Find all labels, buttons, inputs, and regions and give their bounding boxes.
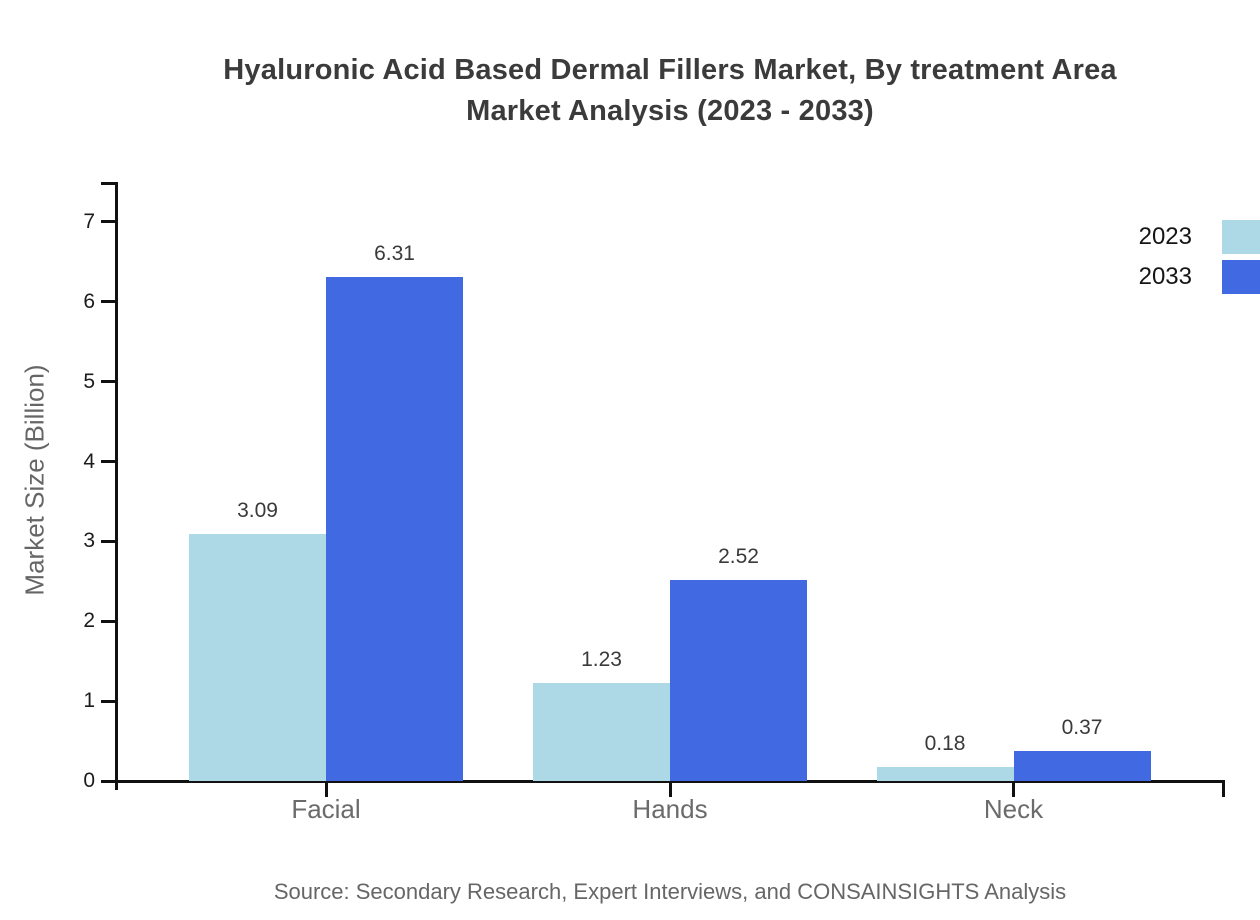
y-tick-mark <box>101 619 115 623</box>
y-tick-mark <box>101 380 115 384</box>
x-category-label: Facial <box>291 794 361 824</box>
y-tick-label: 1 <box>83 689 95 713</box>
legend-item-2033: 2033 <box>1139 260 1260 294</box>
legend-swatch-2033 <box>1222 260 1260 294</box>
y-tick-label: 0 <box>83 769 95 792</box>
legend-label-2023: 2023 <box>1138 223 1192 250</box>
y-tick-label: 3 <box>83 529 95 553</box>
legend-item-2023: 2023 <box>1139 220 1260 254</box>
bar-2033-neck <box>1013 751 1151 781</box>
x-category-label: Hands <box>632 794 708 824</box>
bar-value-label: 2.52 <box>718 544 759 568</box>
bar-value-label: 0.37 <box>1061 716 1103 740</box>
chart-title-line-2: Market Analysis (2023 - 2033) <box>466 95 874 127</box>
y-tick-mark <box>101 460 115 464</box>
chart-title: Hyaluronic Acid Based Dermal Fillers Mar… <box>80 50 1260 132</box>
y-tick-mark <box>101 220 115 224</box>
y-tick-mark <box>101 779 115 783</box>
y-tick-label: 4 <box>83 449 95 473</box>
x-tick-mark <box>668 782 672 797</box>
x-category-label: Neck <box>983 794 1044 824</box>
bar-value-label: 6.31 <box>374 242 415 266</box>
bar-2033-facial <box>326 277 463 781</box>
y-axis-spine <box>115 182 118 790</box>
bar-value-label: 3.09 <box>237 499 278 523</box>
bar-value-label: 0.18 <box>924 731 966 755</box>
y-tick-mark <box>101 539 115 543</box>
legend-label-2033: 2033 <box>1138 263 1192 290</box>
y-axis-label: Market Size (Billion) <box>19 364 50 596</box>
x-axis-spine <box>118 779 1225 783</box>
bar-2023-neck <box>876 766 1014 781</box>
legend-swatch-2023 <box>1222 220 1260 254</box>
y-tick-mark <box>101 300 115 304</box>
y-tick-label: 5 <box>83 369 95 393</box>
y-axis-end-cap <box>101 182 115 185</box>
bar-value-label: 1.23 <box>581 647 622 671</box>
bar-2023-facial <box>189 534 326 781</box>
chart-title-line-1: Hyaluronic Acid Based Dermal Fillers Mar… <box>223 54 1117 86</box>
source-attribution: Source: Secondary Research, Expert Inter… <box>273 879 1067 904</box>
y-tick-label: 7 <box>83 209 95 233</box>
bar-2033-hands <box>670 579 807 781</box>
y-tick-mark <box>101 699 115 703</box>
x-axis-end-cap <box>1222 782 1225 797</box>
x-tick-mark <box>1012 782 1015 797</box>
y-tick-label: 6 <box>83 289 95 313</box>
y-tick-label: 2 <box>83 609 95 633</box>
x-tick-mark <box>324 782 328 797</box>
bar-2023-hands <box>533 682 670 781</box>
